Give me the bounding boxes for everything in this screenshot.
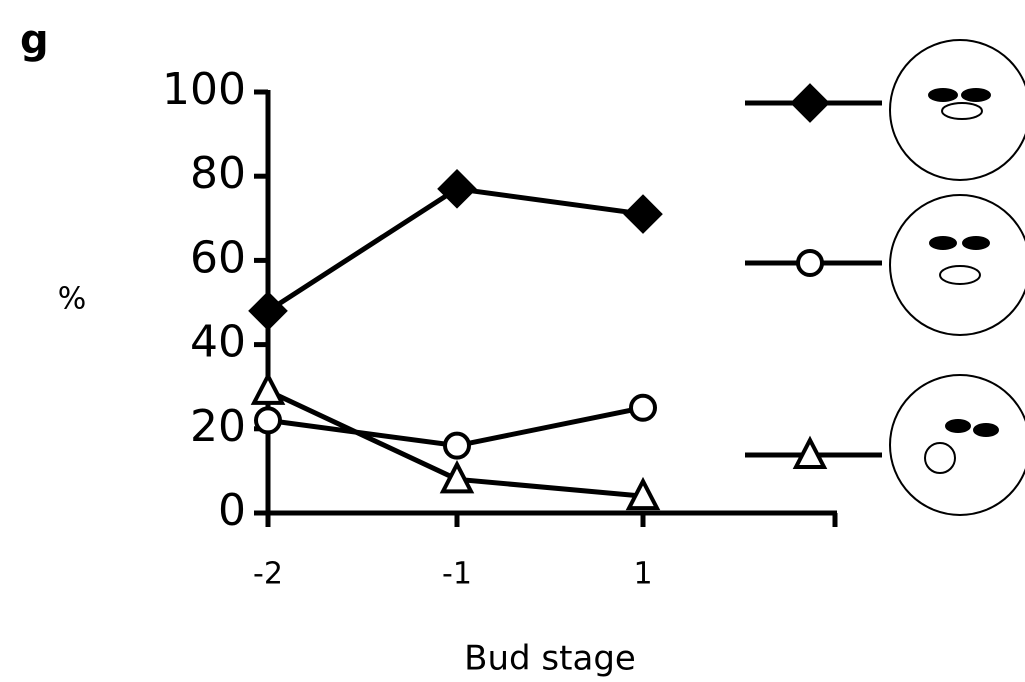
x-tick-label: -2 [253,557,283,592]
data-point [631,396,655,420]
legend-icon [890,375,1025,515]
legend-marker [793,86,827,120]
y-tick-label: 100 [162,64,246,115]
legend-icons [890,40,1025,515]
axes [266,90,837,527]
data-point [626,197,660,231]
x-axis-label: Bud stage [464,639,636,679]
y-tick-label: 40 [190,317,246,368]
y-axis-label: % [58,282,87,317]
y-tick-label: 80 [190,148,246,199]
legend-icon [890,195,1025,335]
y-tick-label: 20 [190,401,246,452]
legend-marker [798,251,822,275]
data-point [440,172,474,206]
data-point [445,434,469,458]
x-tick-label: -1 [442,557,472,592]
chart: g % Bud stage 0 20 40 60 80 100 -2 -1 1 [0,0,1025,682]
x-tick-label: 1 [633,557,652,592]
data-point [256,408,280,432]
y-tick-label: 60 [190,232,246,283]
panel-label: g [20,17,49,63]
data-point [251,294,285,328]
y-tick-label: 0 [218,485,246,536]
data-point [254,376,282,403]
